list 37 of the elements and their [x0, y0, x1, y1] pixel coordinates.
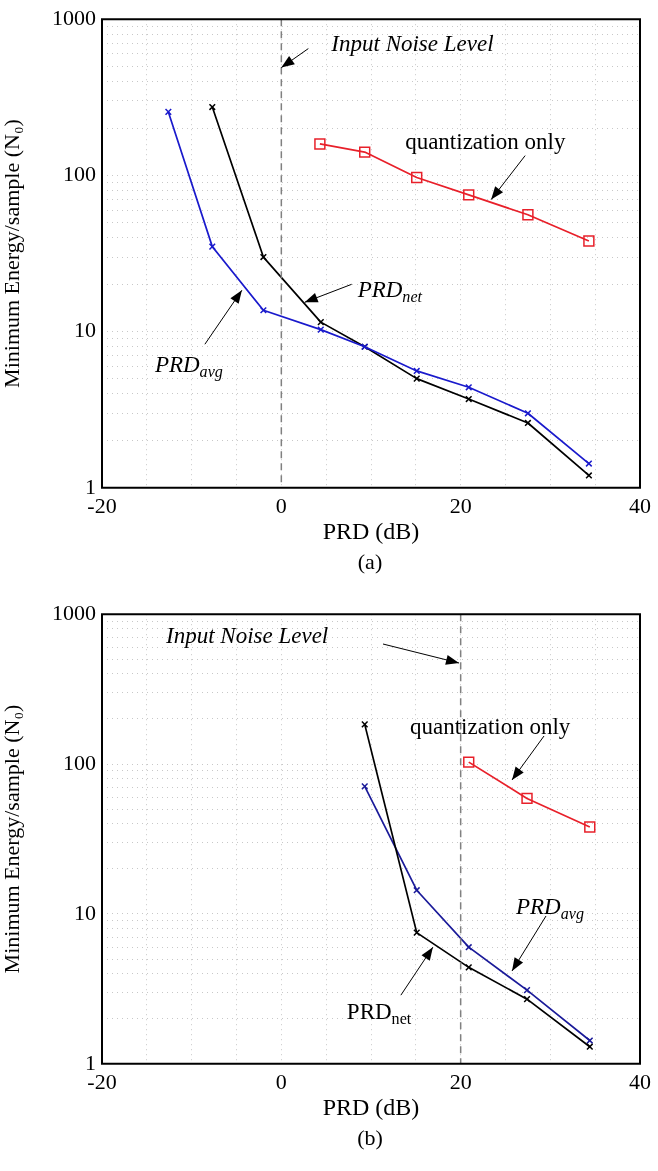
y-axis-title: Minimum Energy/sample (N₀)	[0, 119, 24, 388]
x-tick-label: 0	[275, 1068, 287, 1094]
point	[359, 146, 371, 158]
y-tick-label: 10	[74, 317, 96, 343]
y-tick-label: 1000	[52, 599, 96, 625]
point	[524, 419, 532, 427]
point	[463, 189, 475, 201]
x-tick-label: 40	[629, 1068, 651, 1094]
point	[583, 235, 595, 247]
annotation: quantization only	[410, 714, 571, 740]
x-tick-label: 0	[275, 492, 287, 518]
point	[585, 459, 593, 468]
point	[584, 821, 596, 833]
annotation: Input Noise Level	[330, 30, 494, 56]
point	[314, 138, 326, 150]
y-tick-label: 1000	[52, 4, 96, 30]
text: (a)	[357, 548, 383, 574]
annotation: Input Noise Level	[165, 623, 329, 649]
y-tick-label: 10	[74, 899, 96, 925]
point	[411, 171, 423, 184]
y-tick-label: 1	[85, 1049, 96, 1075]
annotation: quantization only	[405, 128, 566, 154]
point	[521, 792, 533, 805]
x-axis-title: PRD (dB)	[322, 1093, 420, 1120]
x-tick-label: 40	[629, 492, 651, 518]
y-tick-label: 100	[63, 749, 96, 775]
y-tick-label: 100	[63, 161, 96, 187]
y-axis-title: Minimum Energy/sample (N₀)	[0, 704, 24, 974]
point	[465, 383, 473, 391]
point	[463, 756, 475, 768]
x-tick-label: 20	[449, 1068, 472, 1094]
text: (b)	[357, 1124, 383, 1150]
x-tick-label: 20	[449, 492, 472, 518]
x-axis-title: PRD (dB)	[322, 517, 420, 544]
point	[522, 209, 534, 221]
y-tick-label: 1	[85, 473, 96, 499]
point	[413, 929, 421, 937]
